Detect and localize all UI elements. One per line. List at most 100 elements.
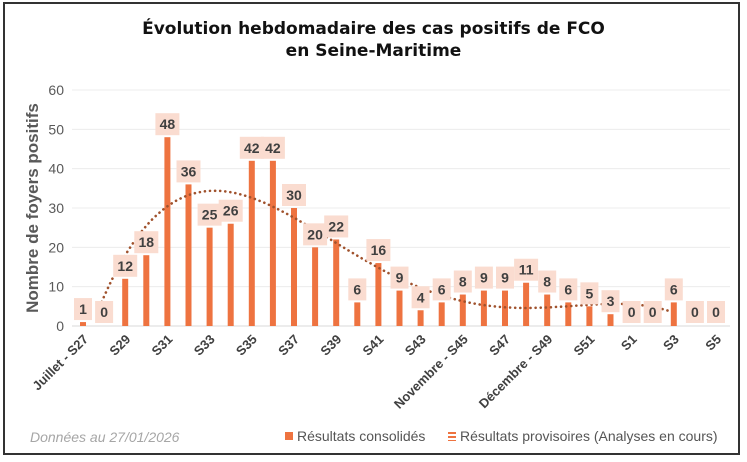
data-label-bg bbox=[239, 136, 264, 159]
x-tick-label: S31 bbox=[149, 332, 176, 359]
data-label-bg bbox=[197, 203, 222, 226]
data-label-bg bbox=[134, 231, 159, 254]
data-label-bg bbox=[260, 136, 285, 159]
bar bbox=[417, 310, 424, 326]
data-label-bg bbox=[538, 270, 557, 293]
gridlines bbox=[72, 89, 730, 327]
y-tick-label: 60 bbox=[48, 82, 64, 98]
data-label-bg bbox=[218, 199, 243, 222]
data-label-bg bbox=[390, 266, 409, 289]
bar bbox=[185, 184, 192, 326]
trendline bbox=[96, 189, 673, 314]
chart-title-line2: en Seine-Maritime bbox=[285, 41, 462, 61]
data-label-bg bbox=[155, 113, 180, 136]
data-label: 0 bbox=[100, 304, 108, 320]
bar bbox=[312, 247, 319, 326]
data-label: 26 bbox=[223, 203, 239, 219]
bar bbox=[438, 302, 445, 326]
data-label-bg bbox=[580, 282, 599, 305]
data-label: 25 bbox=[202, 207, 218, 223]
data-label: 0 bbox=[691, 304, 699, 320]
data-label: 0 bbox=[628, 304, 636, 320]
bars bbox=[80, 137, 677, 326]
data-label: 11 bbox=[519, 262, 534, 278]
bar bbox=[143, 255, 150, 326]
data-label-bg bbox=[559, 278, 578, 301]
data-label: 1 bbox=[79, 301, 87, 317]
x-tick-label: Juillet - S27 bbox=[29, 332, 91, 394]
data-label-bg bbox=[348, 278, 367, 301]
data-label: 0 bbox=[649, 304, 657, 320]
data-label-bg bbox=[496, 266, 514, 289]
data-label: 4 bbox=[417, 289, 425, 305]
data-label: 9 bbox=[480, 270, 488, 286]
data-label-bg bbox=[366, 239, 391, 262]
data-label-bg bbox=[514, 258, 539, 281]
y-tick-label: 10 bbox=[48, 279, 64, 295]
bar bbox=[396, 290, 403, 326]
x-tick-label: Novembre - S45 bbox=[391, 332, 471, 412]
data-label: 42 bbox=[244, 140, 260, 156]
bar bbox=[480, 290, 487, 326]
x-tick-label: S29 bbox=[106, 332, 133, 359]
y-tick-label: 20 bbox=[48, 239, 64, 255]
data-label: 8 bbox=[543, 274, 551, 290]
data-label: 12 bbox=[117, 258, 133, 274]
x-tick-label: Décembre - S49 bbox=[476, 332, 556, 412]
bar bbox=[248, 160, 255, 326]
bar bbox=[375, 263, 382, 326]
x-tick-label: S33 bbox=[191, 332, 218, 359]
x-tick-label: S51 bbox=[571, 332, 598, 359]
bar bbox=[586, 306, 593, 326]
x-tick-label: S41 bbox=[360, 332, 387, 359]
bar bbox=[333, 239, 340, 326]
chart-frame bbox=[3, 2, 740, 455]
y-tick-label: 40 bbox=[48, 161, 64, 177]
x-tick-label: S47 bbox=[486, 332, 513, 359]
x-tick-label: S35 bbox=[233, 332, 260, 359]
data-label: 9 bbox=[501, 270, 509, 286]
y-tick-label: 30 bbox=[48, 200, 64, 216]
data-label: 6 bbox=[353, 281, 361, 297]
data-label-bg bbox=[411, 286, 430, 309]
data-label: 42 bbox=[265, 140, 281, 156]
data-label-bg bbox=[707, 301, 725, 323]
legend-swatch-striped-icon bbox=[448, 431, 456, 441]
legend-item-provisional: Résultats provisoires (Analyses en cours… bbox=[448, 428, 718, 444]
x-tick-label: S1 bbox=[618, 332, 640, 354]
data-label: 16 bbox=[371, 242, 387, 258]
bar bbox=[565, 302, 572, 326]
data-label-bg bbox=[282, 184, 306, 206]
data-label: 6 bbox=[438, 281, 446, 297]
data-label-bg bbox=[324, 215, 349, 238]
x-tick-labels: Juillet - S27 S29 S31 S33 S35 S37 S39 S41 S43Nov… bbox=[29, 332, 724, 412]
y-tick-label: 50 bbox=[48, 121, 64, 137]
data-label: 5 bbox=[586, 285, 594, 301]
data-label: 8 bbox=[459, 274, 467, 290]
data-label-bg bbox=[74, 298, 92, 321]
bar bbox=[670, 302, 677, 326]
bar bbox=[459, 294, 466, 326]
data-label: 3 bbox=[607, 293, 615, 309]
bar bbox=[269, 160, 276, 326]
x-tick-label: S3 bbox=[660, 332, 682, 354]
data-label-bg bbox=[601, 290, 620, 313]
bar bbox=[80, 322, 86, 326]
x-tick-label: S43 bbox=[402, 332, 429, 359]
bar bbox=[206, 227, 213, 326]
data-label-bg bbox=[474, 266, 493, 289]
data-label-bg bbox=[643, 301, 662, 323]
data-label-bg bbox=[113, 254, 138, 277]
x-tick-label: S5 bbox=[702, 332, 724, 354]
bar bbox=[607, 314, 614, 326]
chart-title-line1: Évolution hebdomadaire des cas positifs … bbox=[142, 19, 605, 39]
x-tick-label: S39 bbox=[317, 332, 344, 359]
bar bbox=[523, 282, 530, 326]
y-axis-label: Nombre de foyers positifs bbox=[23, 103, 42, 313]
data-label-bg bbox=[432, 278, 451, 301]
bar bbox=[122, 278, 129, 326]
bar bbox=[227, 223, 234, 326]
data-label-bg bbox=[622, 301, 641, 323]
data-label: 22 bbox=[328, 218, 344, 234]
